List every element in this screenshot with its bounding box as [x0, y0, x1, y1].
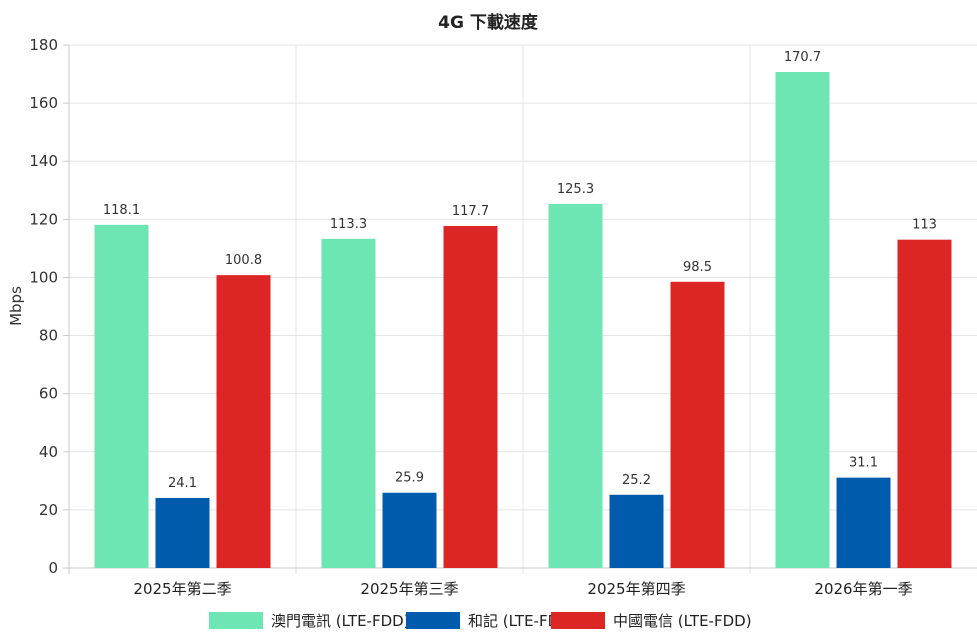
data-label: 98.5	[683, 260, 712, 275]
bar[interactable]	[609, 494, 664, 568]
legend-item[interactable]: 澳門電訊 (LTE-FDD)	[209, 612, 410, 630]
x-tick-label: 2025年第四季	[587, 580, 685, 598]
legend-swatch	[209, 612, 263, 629]
bar[interactable]	[836, 477, 891, 568]
data-label: 24.1	[168, 476, 197, 491]
legend-swatch	[406, 612, 460, 629]
legend-label: 和記 (LTE-FDD)	[468, 612, 577, 630]
bar[interactable]	[548, 203, 603, 568]
data-label: 113	[912, 218, 937, 233]
data-label: 118.1	[103, 203, 140, 218]
bar[interactable]	[321, 238, 376, 569]
x-axis-ticks: 2025年第二季 2025年第三季 2025年第四季 2026年第一季	[133, 580, 912, 598]
data-label: 100.8	[225, 253, 262, 268]
y-tick-label: 180	[29, 36, 58, 54]
legend-swatch	[551, 612, 605, 629]
legend[interactable]: 澳門電訊 (LTE-FDD) 和記 (LTE-FDD) 中國電信 (LTE-FDD)	[209, 612, 752, 630]
data-label: 31.1	[849, 456, 878, 471]
y-tick-label: 140	[29, 152, 58, 170]
bar[interactable]	[670, 281, 725, 568]
bar[interactable]	[382, 492, 437, 568]
bars	[94, 72, 952, 569]
bar[interactable]	[94, 224, 149, 568]
data-label: 113.3	[330, 217, 367, 232]
bar[interactable]	[443, 226, 498, 568]
data-label: 25.2	[622, 473, 651, 488]
y-tick-label: 120	[29, 210, 58, 228]
y-tick-label: 60	[39, 385, 58, 403]
y-tick-label: 20	[39, 501, 58, 519]
legend-item[interactable]: 中國電信 (LTE-FDD)	[551, 612, 752, 630]
data-label: 170.7	[784, 50, 821, 65]
x-tick-label: 2025年第三季	[360, 580, 458, 598]
legend-label: 澳門電訊 (LTE-FDD)	[271, 612, 410, 630]
y-tick-label: 160	[29, 94, 58, 112]
bar[interactable]	[775, 72, 830, 568]
data-label: 25.9	[395, 471, 424, 486]
legend-item[interactable]: 和記 (LTE-FDD)	[406, 612, 577, 630]
y-tick-label: 0	[48, 559, 58, 577]
x-tick-label: 2025年第二季	[133, 580, 231, 598]
y-axis-label: Mbps	[7, 286, 25, 326]
data-label: 117.7	[452, 204, 489, 219]
legend-label: 中國電信 (LTE-FDD)	[613, 612, 752, 630]
bar[interactable]	[216, 275, 271, 568]
data-labels: 118.1 24.1 100.8 113.3 25.9 117.7 125.3 25.2 98.…	[103, 50, 937, 491]
y-axis-ticks: 0 20 40 60 80 100 120 140 160 180	[29, 36, 69, 577]
data-label: 125.3	[557, 182, 594, 197]
bar[interactable]	[897, 239, 952, 568]
y-tick-label: 100	[29, 268, 58, 286]
bar[interactable]	[155, 497, 210, 568]
y-tick-label: 40	[39, 443, 58, 461]
chart-title: 4G 下載速度	[438, 12, 539, 33]
y-tick-label: 80	[39, 327, 58, 345]
x-tick-label: 2026年第一季	[814, 580, 912, 598]
